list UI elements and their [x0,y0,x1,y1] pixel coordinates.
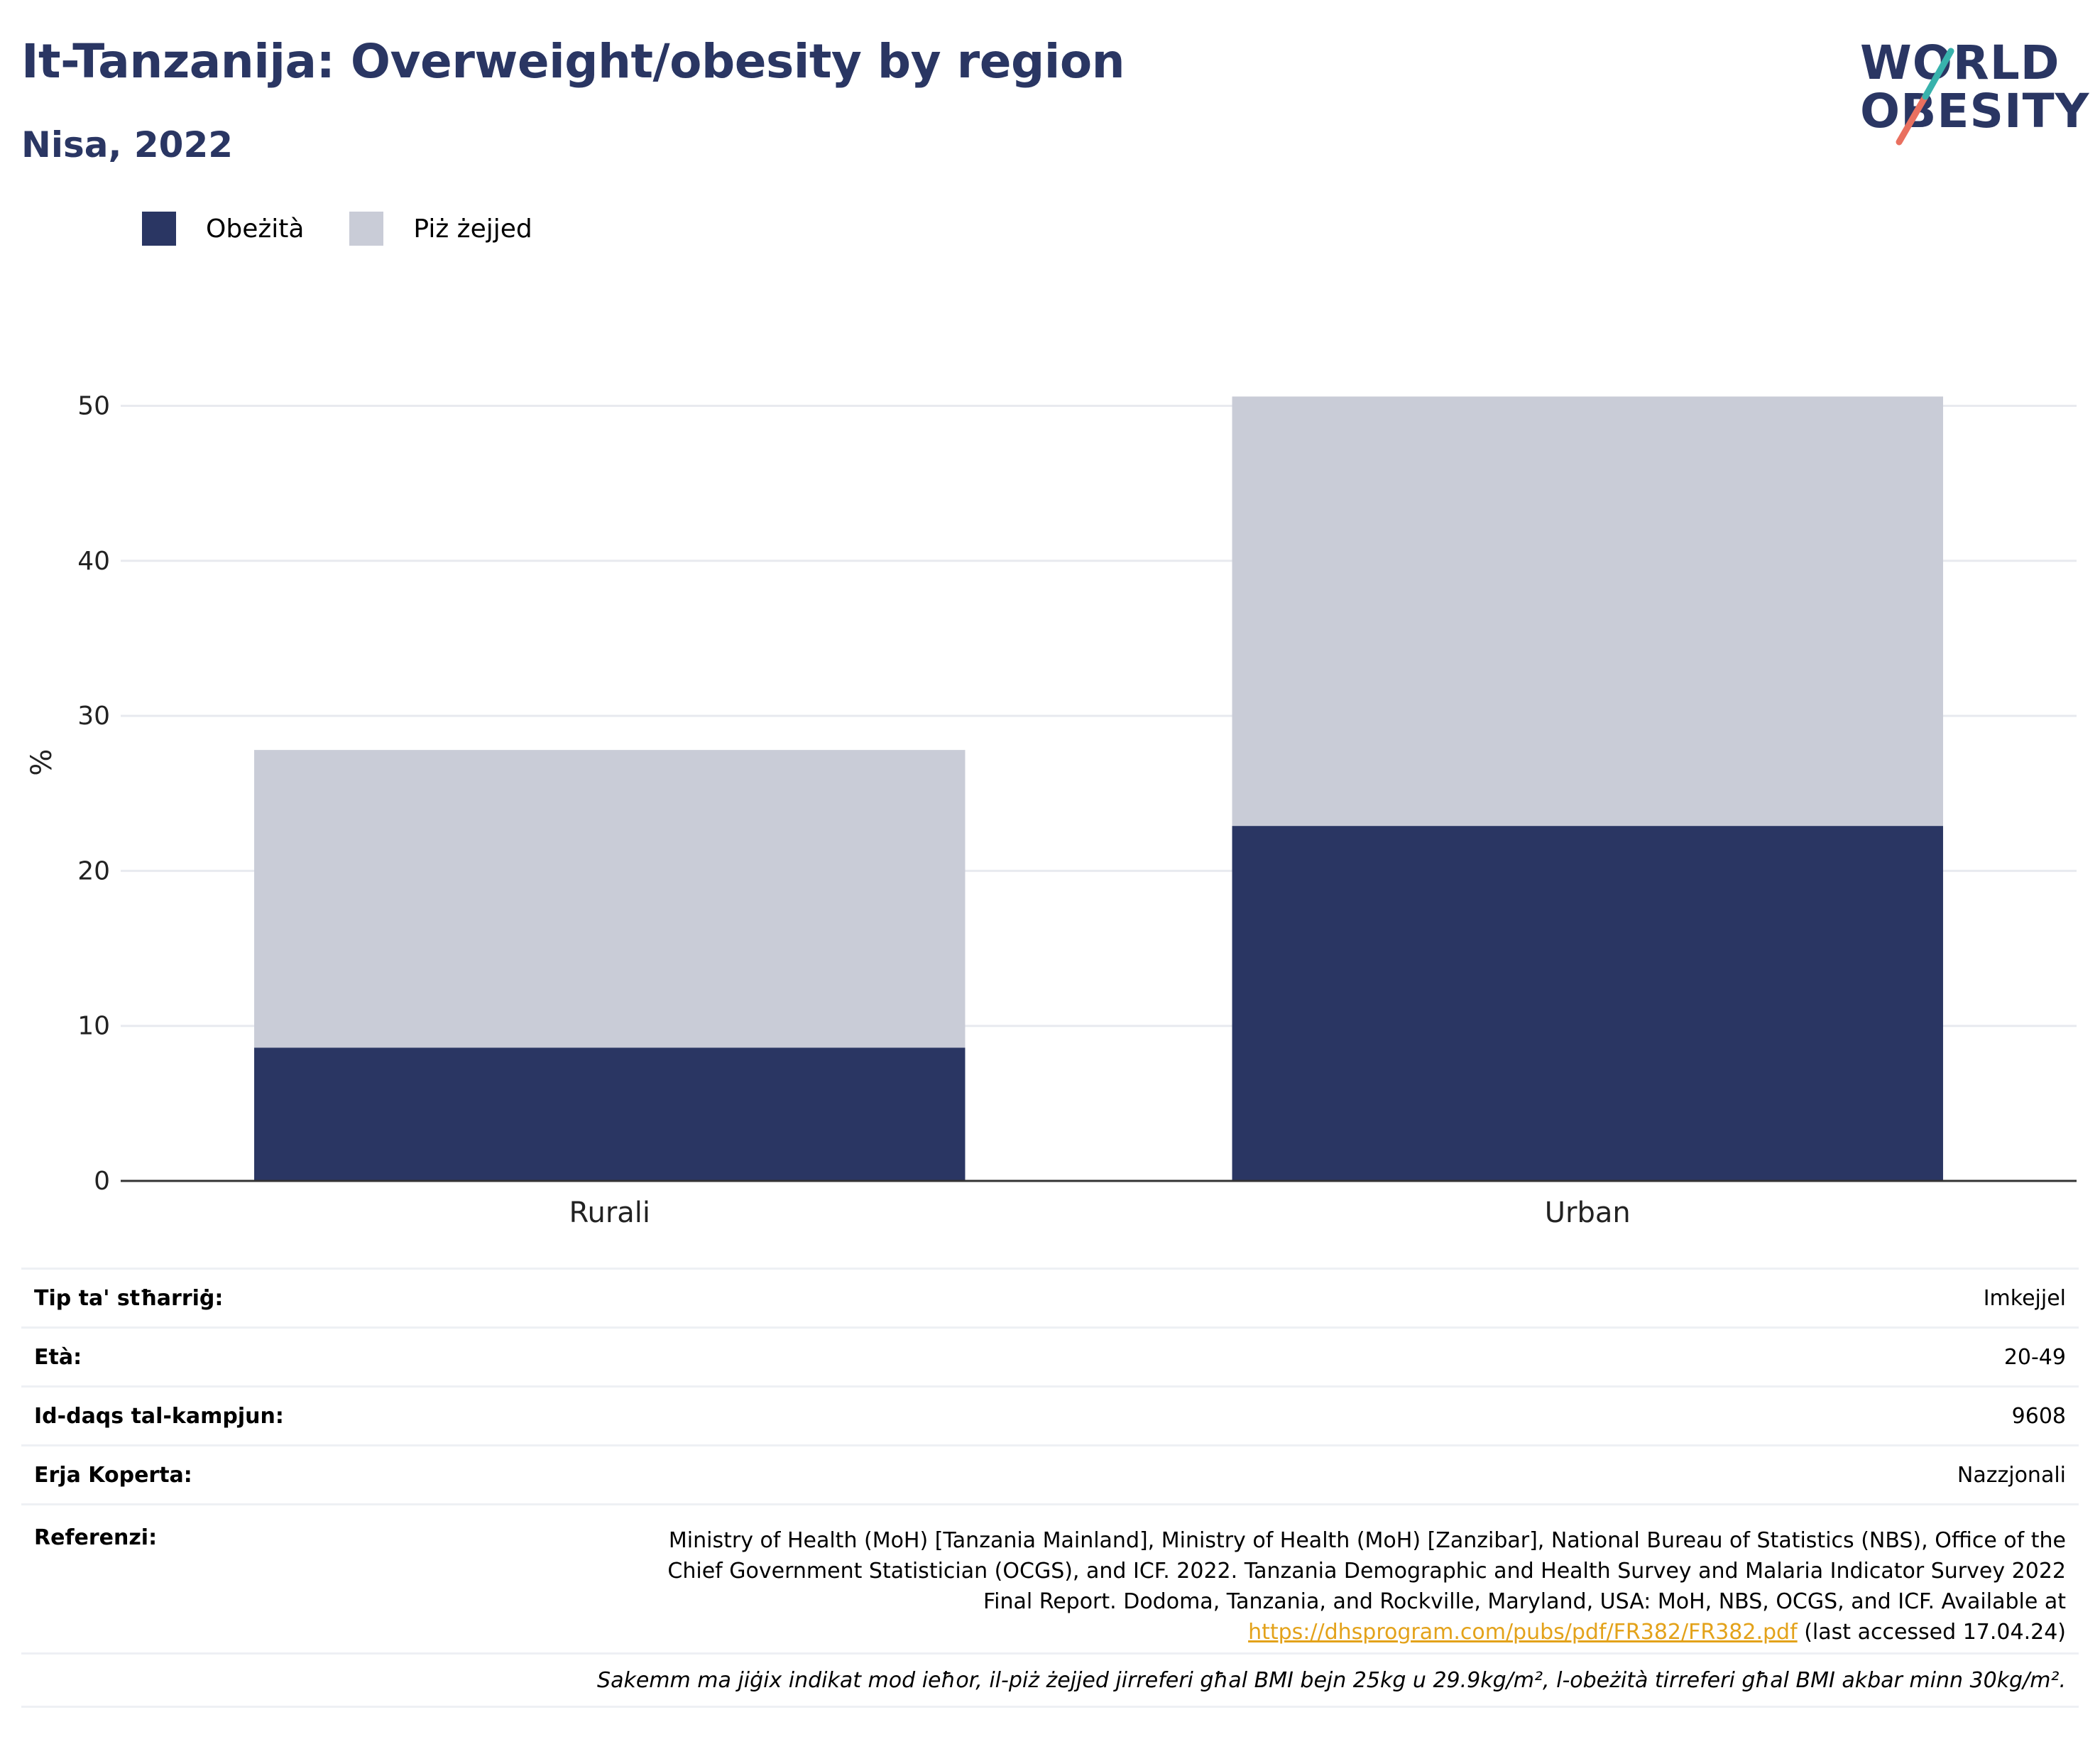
legend-label-overweight[interactable]: Piż żejjed [413,214,532,244]
meta-value: 20-49 [2003,1344,2066,1370]
chart-title: It-Tanzanija: Overweight/obesity by regi… [21,34,1125,89]
logo-line-1: WORLD [1860,36,2060,90]
meta-label: Età: [34,1344,82,1370]
meta-row-reference: Referenzi: Ministry of Health (MoH) [Tan… [21,1503,2079,1652]
bar-chart: 0 10 20 30 40 50% Rurali Urban [26,392,2077,1229]
meta-value: 9608 [2011,1403,2066,1429]
meta-value: Imkejjel [1983,1285,2066,1311]
chart-subtitle: Nisa, 2022 [21,124,234,165]
meta-value: Nazzjonali [1957,1462,2066,1488]
y-tick-label: 50 [77,392,110,421]
y-axis-label: % [26,749,58,776]
reference-link[interactable]: https://dhsprogram.com/pubs/pdf/FR382/FR… [1248,1620,1798,1645]
reference-text: Ministry of Health (MoH) [Tanzania Mainl… [646,1525,2066,1647]
y-tick-label: 0 [94,1167,110,1196]
y-tick-label: 30 [77,702,110,731]
meta-row-note: Sakemm ma jiġix indikat mod ieħor, il-pi… [21,1652,2079,1708]
legend-swatch-overweight[interactable] [349,212,384,246]
logo-slash-icon [1896,48,1954,146]
x-tick-label: Urban [1545,1197,1631,1229]
legend-swatch-obesity[interactable] [142,212,176,246]
meta-row-sample-size: Id-daqs tal-kampjun: 9608 [21,1385,2079,1444]
meta-label: Referenzi: [34,1525,158,1550]
meta-label: Erja Koperta: [34,1462,192,1488]
y-tick-label: 40 [77,547,110,576]
y-tick-label: 20 [77,856,110,886]
legend-label-obesity[interactable]: Obeżità [206,214,305,244]
bar-overweight [254,750,966,1048]
chart-legend: Obeżità Piż żejjed [142,212,578,246]
metadata-table: Tip ta' stħarriġ: Imkejjel Età: 20-49 Id… [21,1268,2079,1708]
bar-overweight [1232,396,1943,827]
meta-row-survey-type: Tip ta' stħarriġ: Imkejjel [21,1268,2079,1326]
meta-label: Tip ta' stħarriġ: [34,1285,224,1311]
meta-row-age: Età: 20-49 [21,1326,2079,1385]
meta-row-area: Erja Koperta: Nazzjonali [21,1444,2079,1503]
reference-body: Ministry of Health (MoH) [Tanzania Mainl… [667,1528,2066,1614]
world-obesity-logo[interactable]: WORLD OBESITY [1846,21,2090,156]
bmi-note: Sakemm ma jiġix indikat mod ieħor, il-pi… [597,1667,2066,1693]
meta-label: Id-daqs tal-kampjun: [34,1403,284,1429]
bar-obesity [254,1047,966,1181]
x-tick-label: Rurali [569,1197,650,1229]
logo-line-2: OBESITY [1860,84,2090,138]
reference-suffix: (last accessed 17.04.24) [1804,1620,2066,1645]
y-tick-label: 10 [77,1012,110,1041]
bar-obesity [1232,826,1943,1181]
